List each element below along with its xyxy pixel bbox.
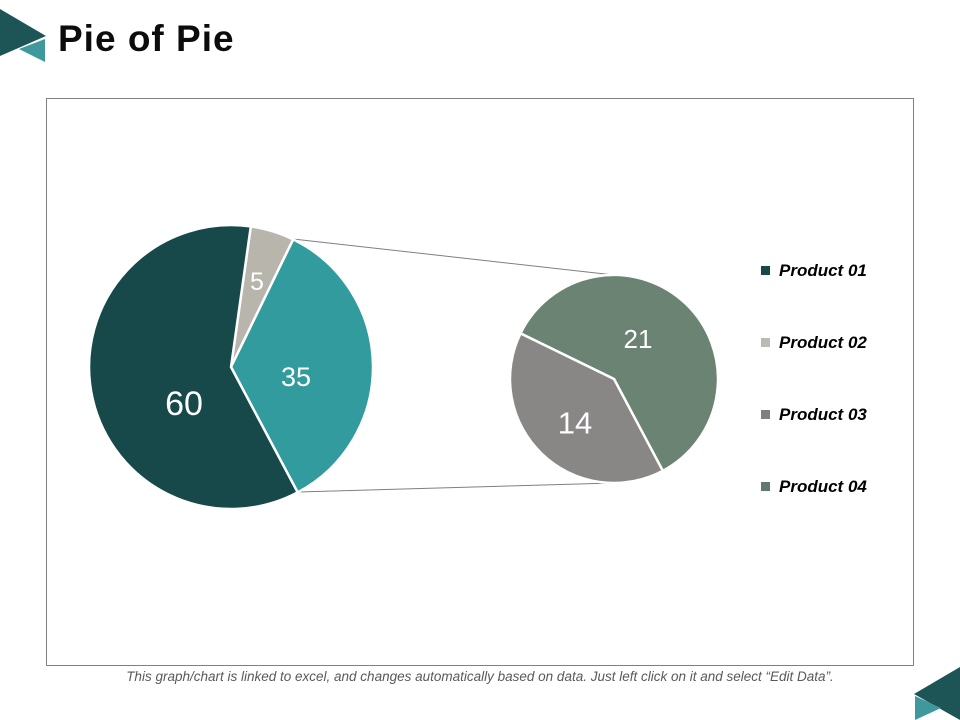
legend-marker-icon	[761, 265, 770, 275]
main-pie-data-label-35: 35	[281, 362, 311, 392]
secondary-pie-data-label-14: 14	[558, 406, 592, 441]
dark-teal-triangle	[0, 9, 46, 56]
legend-item-1[interactable]: Product 01	[761, 259, 867, 281]
chart-area[interactable]: 5 35 60 21 14 Product 01 Product 02 Product 03…	[46, 98, 914, 666]
corner-decoration-top-left	[0, 9, 46, 62]
main-pie-data-label-60: 60	[165, 385, 203, 423]
secondary-pie-data-label-21: 21	[624, 324, 653, 354]
series-connector-line-1	[292, 238, 615, 276]
legend-marker-icon	[761, 337, 770, 347]
main-pie-slice-60[interactable]	[87, 223, 299, 511]
legend-label: Product 01	[779, 260, 867, 280]
secondary-pie-slice-21[interactable]	[519, 273, 720, 473]
pie-of-pie-chart[interactable]: 5 35 60 21 14	[47, 99, 913, 665]
main-pie-data-label-5: 5	[250, 268, 264, 296]
legend-marker-icon	[761, 409, 770, 419]
legend-item-2[interactable]: Product 02	[761, 331, 867, 353]
footer-note: This graph/chart is linked to excel, and…	[126, 669, 834, 684]
series-connector-line-2	[297, 482, 615, 493]
legend-item-4[interactable]: Product 04	[761, 475, 867, 497]
legend-label: Product 04	[779, 476, 867, 496]
dark-teal-triangle	[914, 667, 960, 720]
chart-legend: Product 01 Product 02 Product 03 Product 04	[47, 99, 913, 665]
secondary-pie-slice-14[interactable]	[508, 332, 665, 485]
page-title: Pie of Pie	[58, 18, 235, 59]
light-teal-triangle	[915, 696, 941, 720]
light-teal-triangle	[19, 39, 45, 62]
legend-marker-icon	[761, 481, 770, 491]
corner-decoration-bottom-right	[914, 667, 960, 720]
legend-label: Product 03	[779, 404, 867, 424]
legend-item-3[interactable]: Product 03	[761, 403, 867, 425]
legend-label: Product 02	[779, 332, 867, 352]
main-pie-slice-35[interactable]	[229, 238, 375, 494]
